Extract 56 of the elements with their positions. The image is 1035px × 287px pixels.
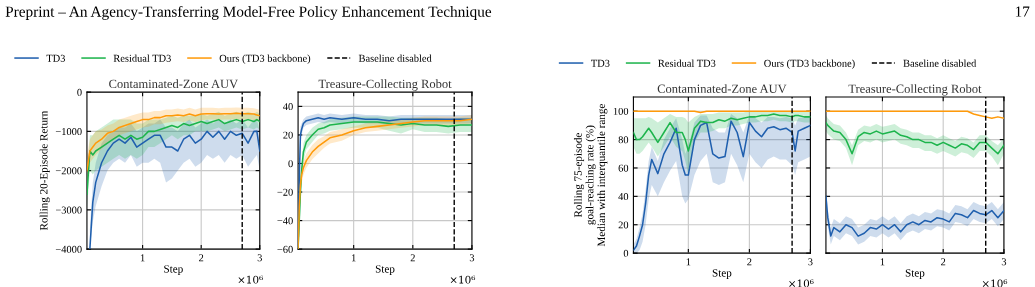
text: ×10⁶ bbox=[982, 279, 1008, 287]
y-tick-label: 20 bbox=[618, 221, 629, 229]
x-tick-label: 2 bbox=[410, 254, 415, 262]
legend-label: Ours (TD3 backbone) bbox=[764, 59, 855, 69]
chart-title: Treasure-Collecting Robot bbox=[848, 84, 982, 96]
x-tick-label: 1 bbox=[686, 258, 691, 266]
legend-label: TD3 bbox=[46, 54, 66, 62]
y-tick-label: −3000 bbox=[55, 206, 82, 214]
x-tick-label: 2 bbox=[941, 258, 946, 266]
line-series bbox=[86, 118, 260, 195]
x-tick-label: 1 bbox=[351, 254, 356, 262]
y-tick-label: 40 bbox=[618, 193, 629, 201]
legend-label: Baseline disabled bbox=[903, 59, 977, 67]
legend-label: Residual TD3 bbox=[658, 59, 716, 67]
y-tick-label: 0 bbox=[623, 249, 629, 257]
legend-label: Ours (TD3 backbone) bbox=[219, 54, 311, 64]
chart-title: Treasure-Collecting Robot bbox=[318, 79, 452, 91]
legend-label: TD3 bbox=[591, 59, 610, 67]
x-axis-title: Step bbox=[375, 265, 395, 275]
line-series bbox=[86, 112, 260, 172]
x-tick-label: 2 bbox=[747, 258, 752, 266]
y-tick-label: −2000 bbox=[55, 167, 82, 175]
x-tick-label: 3 bbox=[1001, 258, 1007, 266]
x-axis-title: Step bbox=[712, 269, 732, 279]
x-tick-label: 1 bbox=[880, 258, 885, 266]
y-tick-label: −4000 bbox=[55, 245, 82, 253]
y-tick-label: 40 bbox=[283, 103, 293, 111]
y-axis-title: Rolling 20-Episode Return bbox=[39, 110, 50, 231]
y-tick-label: 0 bbox=[288, 160, 293, 168]
y-tick-label: −1000 bbox=[55, 128, 82, 136]
x-axis-title: Step bbox=[905, 269, 925, 279]
x-axis-title: Step bbox=[164, 265, 183, 275]
x-tick-label: 1 bbox=[140, 254, 145, 262]
legend-label: Residual TD3 bbox=[113, 54, 171, 62]
chart-title: Contaminated-Zone AUV bbox=[109, 79, 238, 89]
y-tick-label: 80 bbox=[618, 136, 629, 144]
legend-label: Baseline disabled bbox=[358, 54, 432, 62]
y-tick-label: −60 bbox=[277, 245, 293, 253]
x-tick-label: 2 bbox=[199, 254, 204, 262]
text: ×10⁶ bbox=[238, 275, 263, 284]
y-tick-label: 60 bbox=[618, 164, 629, 172]
y-axis-title: Rolling 75-episode goal-reaching rate (%) Median with interquantile range bbox=[573, 104, 608, 247]
line-series bbox=[633, 113, 811, 152]
y-tick-label: −40 bbox=[277, 217, 293, 225]
y-tick-label: 100 bbox=[613, 107, 629, 115]
text: 17 bbox=[1015, 6, 1030, 17]
text: ×10⁶ bbox=[450, 275, 476, 284]
chart-title: Contaminated-Zone AUV bbox=[657, 84, 787, 94]
text: Preprint – An Agency-Transferring Model-Free Policy Enhancement Technique bbox=[5, 5, 492, 20]
x-tick-label: 3 bbox=[808, 258, 813, 266]
y-tick-label: 0 bbox=[77, 88, 82, 96]
text: ×10⁶ bbox=[789, 279, 814, 287]
y-tick-label: −20 bbox=[277, 188, 293, 196]
y-tick-label: 20 bbox=[283, 131, 293, 139]
x-tick-label: 3 bbox=[257, 254, 262, 262]
x-tick-label: 3 bbox=[469, 254, 475, 262]
